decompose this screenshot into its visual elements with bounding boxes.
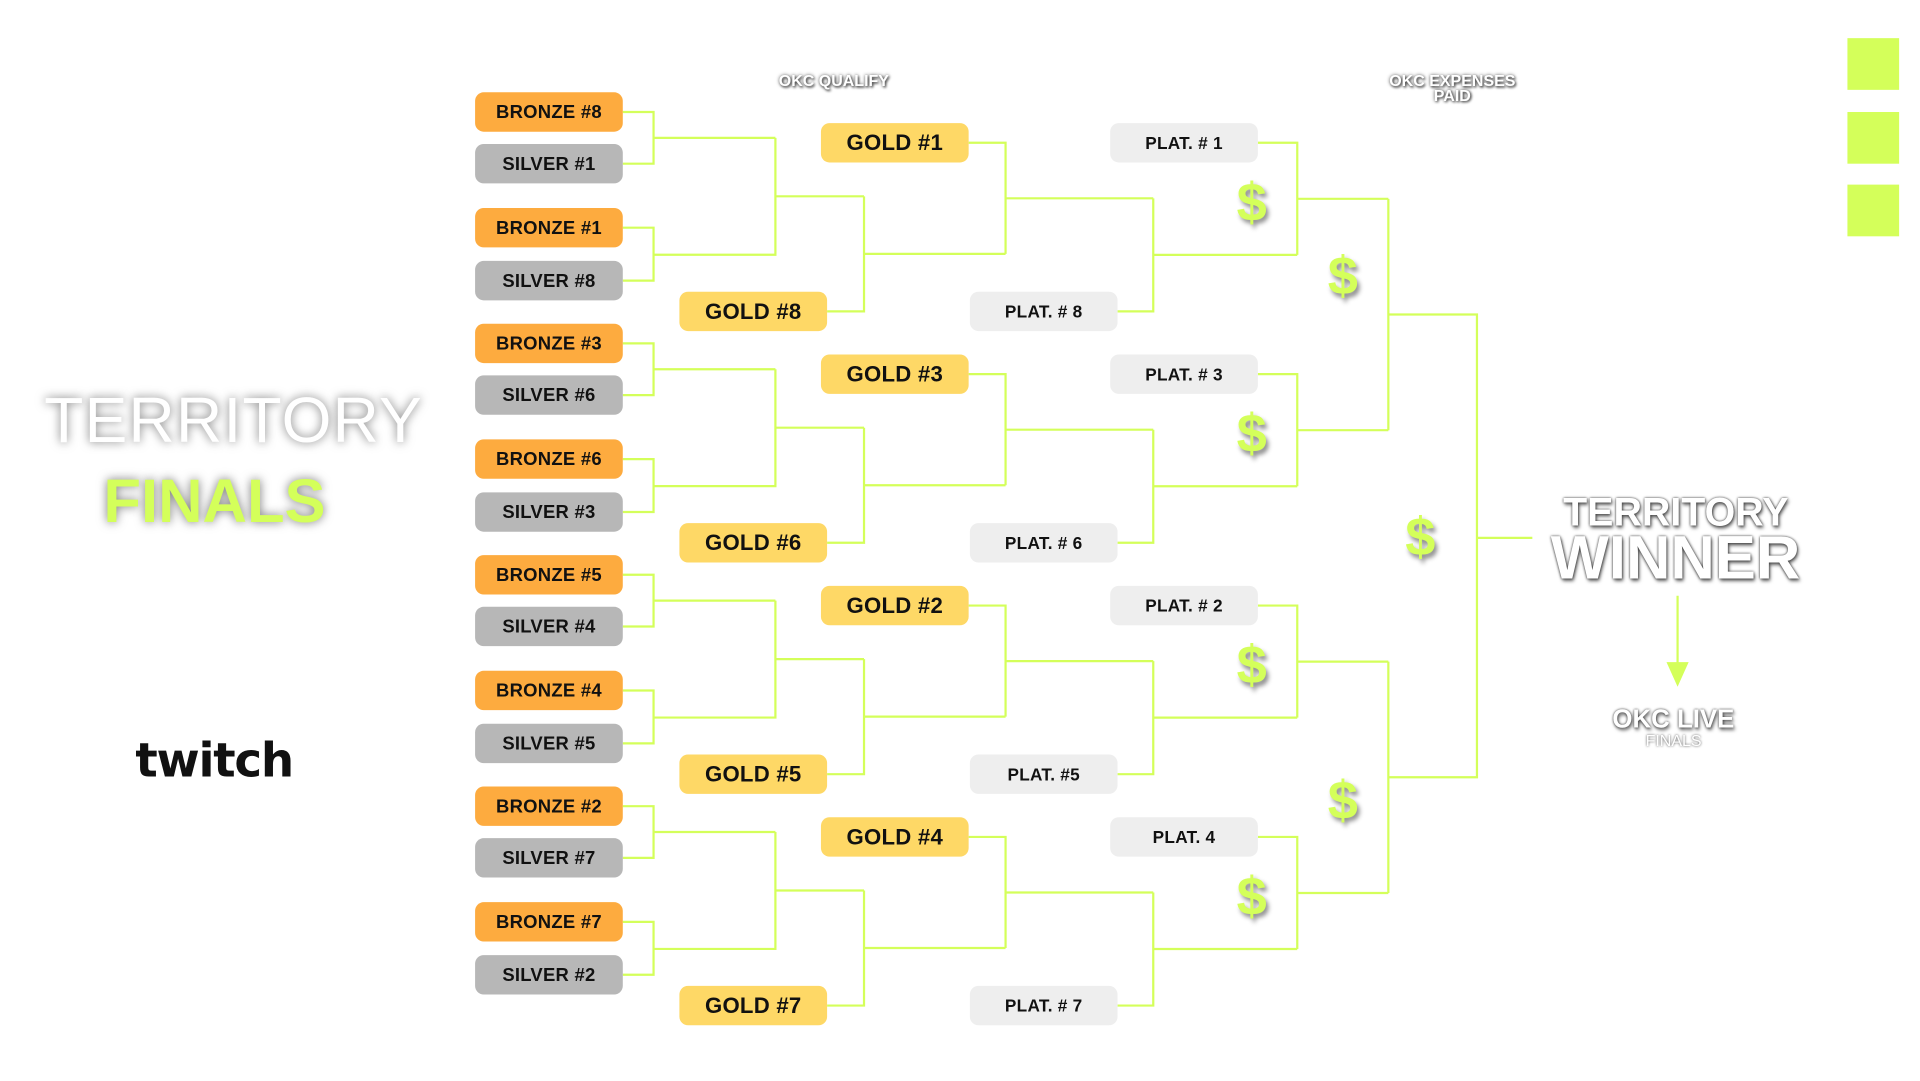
header-expenses-line1: OKC EXPENSES: [1389, 71, 1516, 90]
gold-seed[interactable]: GOLD #7: [679, 985, 828, 1026]
connector: [622, 110, 655, 165]
bronze-seed[interactable]: BRONZE #3: [475, 323, 623, 364]
connector: [622, 920, 655, 976]
silver-seed[interactable]: SILVER #3: [475, 492, 623, 532]
connector: [622, 689, 655, 745]
plat-seed[interactable]: PLAT. # 3: [1110, 354, 1258, 394]
connector: [653, 832, 777, 951]
connector: [1117, 892, 1155, 1007]
connector: [1117, 198, 1155, 313]
header-expenses-line2: PAID: [1433, 86, 1471, 105]
connector: [1257, 835, 1299, 950]
arrow-down-icon: [1666, 662, 1689, 687]
title-finals: FINALS: [103, 466, 326, 536]
connector: [1117, 429, 1155, 544]
connector: [968, 373, 1007, 486]
connector: [1257, 373, 1299, 487]
connector: [622, 805, 655, 859]
winner-line1: TERRITORY: [1563, 489, 1789, 535]
connector: [622, 226, 655, 282]
connector: [827, 196, 866, 313]
gold-seed[interactable]: GOLD #6: [679, 523, 828, 563]
counter-strike-icon: [1847, 38, 1900, 90]
connector: [653, 600, 777, 719]
silver-seed[interactable]: SILVER #1: [475, 144, 623, 184]
bronze-seed[interactable]: BRONZE #1: [475, 208, 623, 248]
title-territory: TERRITORY: [44, 385, 423, 457]
dollar-icon: $: [1236, 866, 1267, 927]
plat-seed[interactable]: PLAT. # 8: [969, 291, 1118, 332]
plat-seed[interactable]: PLAT. # 1: [1110, 123, 1258, 163]
connector: [827, 659, 866, 776]
bronze-seed[interactable]: BRONZE #7: [475, 902, 623, 942]
dollar-icon: $: [1327, 770, 1358, 831]
gold-seed[interactable]: GOLD #5: [679, 754, 828, 794]
plat-seed[interactable]: PLAT. # 6: [969, 523, 1118, 563]
bronze-seed[interactable]: BRONZE #6: [475, 439, 623, 479]
header-okc-expenses: OKC EXPENSES PAID: [1366, 71, 1538, 105]
connector: [1117, 661, 1155, 776]
bronze-seed[interactable]: BRONZE #2: [475, 786, 623, 826]
dollar-icon: $: [1327, 246, 1358, 307]
connector: [968, 835, 1007, 949]
dollar-icon: $: [1236, 172, 1267, 233]
dollar-icon: $: [1236, 635, 1267, 696]
plat-seed[interactable]: PLAT. # 2: [1110, 585, 1258, 626]
bronze-seed[interactable]: BRONZE #8: [475, 92, 623, 132]
gold-seed[interactable]: GOLD #2: [820, 585, 969, 626]
twitch-logo: twitch: [135, 733, 294, 788]
connector: [653, 137, 777, 256]
connector: [1257, 141, 1299, 255]
winner-line2: WINNER: [1550, 523, 1801, 593]
okc-live-label: OKC LIVE: [1612, 705, 1735, 734]
plat-seed[interactable]: PLAT. #5: [969, 754, 1118, 794]
connector: [1257, 604, 1299, 718]
connector: [622, 457, 655, 514]
connector: [622, 573, 655, 628]
silver-seed[interactable]: SILVER #5: [475, 723, 623, 764]
gold-seed[interactable]: GOLD #4: [820, 817, 969, 857]
plat-seed[interactable]: PLAT. # 7: [969, 985, 1118, 1026]
silver-seed[interactable]: SILVER #7: [475, 838, 623, 878]
silver-seed[interactable]: SILVER #4: [475, 606, 623, 647]
counter-strike-icon: [1847, 112, 1900, 164]
connector: [622, 342, 655, 397]
okc-live-finals-label: FINALS: [1645, 731, 1702, 750]
bronze-seed[interactable]: BRONZE #4: [475, 670, 623, 711]
header-okc-qualify: OKC QUALIFY: [778, 71, 889, 90]
connector: [1388, 313, 1479, 779]
bronze-seed[interactable]: BRONZE #5: [475, 555, 623, 595]
gold-seed[interactable]: GOLD #8: [679, 291, 828, 332]
counter-strike-icon: [1847, 184, 1900, 237]
silver-seed[interactable]: SILVER #8: [475, 260, 623, 301]
dollar-icon: $: [1236, 403, 1267, 465]
connector: [968, 604, 1007, 717]
plat-seed[interactable]: PLAT. 4: [1110, 817, 1258, 857]
silver-seed[interactable]: SILVER #6: [475, 375, 623, 415]
connector: [653, 369, 777, 488]
connector: [968, 141, 1007, 254]
gold-seed[interactable]: GOLD #3: [820, 354, 969, 394]
silver-seed[interactable]: SILVER #2: [475, 955, 623, 995]
dollar-icon: $: [1405, 507, 1436, 568]
gold-seed[interactable]: GOLD #1: [820, 123, 969, 163]
connector: [827, 890, 866, 1007]
connector: [827, 427, 866, 544]
